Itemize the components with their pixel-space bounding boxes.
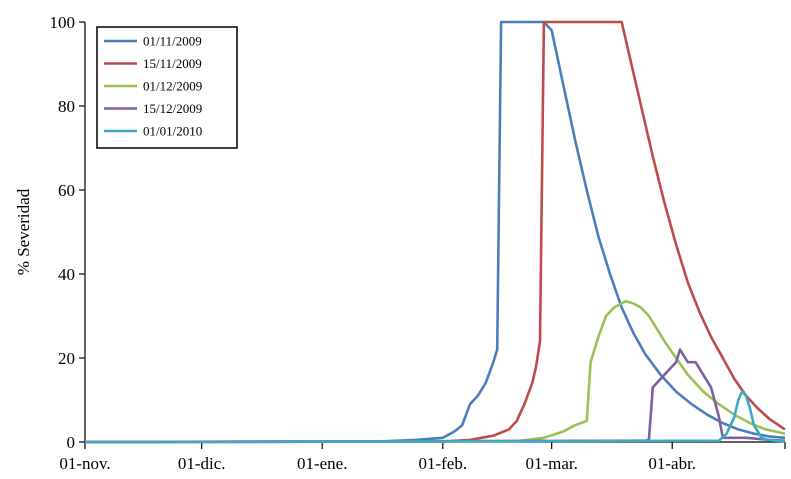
x-tick-label: 01-dic. <box>178 454 226 473</box>
legend-label: 01/12/2009 <box>143 79 202 94</box>
x-axis: 01-nov. 01-dic. 01-ene. 01-feb. 01-mar. 01-ab… <box>59 441 786 473</box>
y-tick-label: 100 <box>50 13 76 32</box>
legend-label: 01/11/2009 <box>143 34 202 49</box>
x-tick-label: 01-mar. <box>525 454 577 473</box>
x-tick-label: 01-abr. <box>648 454 696 473</box>
y-axis: 0 20 40 60 80 100 <box>50 13 86 452</box>
x-tick-label: 01-feb. <box>418 454 467 473</box>
series-line-4 <box>84 348 786 444</box>
legend-label: 01/01/2010 <box>143 124 202 139</box>
y-tick-label: 60 <box>58 181 75 200</box>
legend-box <box>96 26 238 149</box>
legend-label: 15/12/2009 <box>143 101 202 116</box>
y-axis-title: % Severidad <box>14 188 33 275</box>
legend-label: 15/11/2009 <box>143 56 202 71</box>
y-tick-label: 40 <box>58 265 75 284</box>
series-lines <box>84 20 786 444</box>
x-tick-label: 01-ene. <box>297 454 348 473</box>
y-tick-label: 20 <box>58 349 75 368</box>
series-line-2 <box>84 20 786 444</box>
x-tick-label: 01-nov. <box>59 454 110 473</box>
y-tick-label: 80 <box>58 97 75 116</box>
series-line-3 <box>84 299 786 444</box>
series-line-1 <box>84 20 786 444</box>
legend: 01/11/2009 15/11/2009 01/12/2009 15/12/2009… <box>96 26 238 149</box>
series-line-5 <box>84 390 786 444</box>
y-tick-label: 0 <box>67 433 76 452</box>
